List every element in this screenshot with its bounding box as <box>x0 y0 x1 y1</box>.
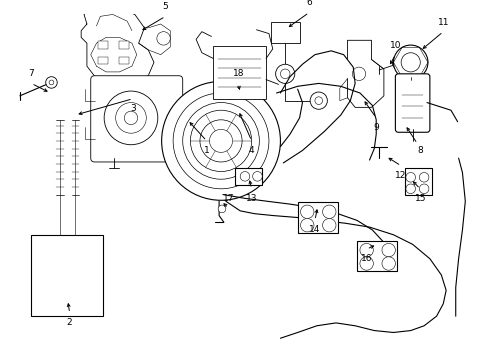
Bar <box>404 168 431 194</box>
Text: 13: 13 <box>245 194 257 203</box>
Circle shape <box>183 103 259 179</box>
Circle shape <box>124 111 138 125</box>
Circle shape <box>351 67 365 81</box>
Text: 6: 6 <box>305 0 311 8</box>
Circle shape <box>322 219 335 232</box>
Bar <box>270 22 299 43</box>
Circle shape <box>359 257 372 270</box>
Text: 5: 5 <box>162 2 168 11</box>
Circle shape <box>419 184 428 194</box>
Circle shape <box>392 58 403 69</box>
Bar <box>119 57 129 64</box>
Circle shape <box>275 64 294 84</box>
Circle shape <box>190 110 251 172</box>
Bar <box>297 202 337 233</box>
Circle shape <box>240 172 249 181</box>
Circle shape <box>162 81 280 200</box>
Text: 16: 16 <box>360 254 372 263</box>
Circle shape <box>400 53 419 72</box>
Text: 11: 11 <box>437 18 448 27</box>
Circle shape <box>116 103 146 133</box>
Text: 12: 12 <box>395 171 406 180</box>
Circle shape <box>280 69 289 78</box>
Text: 10: 10 <box>389 41 400 50</box>
Circle shape <box>209 129 232 152</box>
Bar <box>31 235 103 316</box>
Text: 2: 2 <box>67 318 72 327</box>
Bar <box>213 46 265 99</box>
Circle shape <box>381 243 395 257</box>
Circle shape <box>45 77 57 88</box>
Circle shape <box>405 184 415 194</box>
Circle shape <box>300 219 313 232</box>
Bar <box>119 41 129 49</box>
Circle shape <box>104 91 158 145</box>
Bar <box>235 168 262 185</box>
Text: 4: 4 <box>248 146 254 155</box>
Circle shape <box>309 92 326 109</box>
Circle shape <box>300 205 313 219</box>
Circle shape <box>314 97 322 104</box>
Circle shape <box>381 257 395 270</box>
Text: 8: 8 <box>417 146 422 155</box>
Circle shape <box>218 205 225 213</box>
Text: 1: 1 <box>203 146 209 155</box>
Bar <box>98 57 108 64</box>
Text: 7: 7 <box>28 69 34 78</box>
Bar <box>98 41 108 49</box>
Circle shape <box>173 93 268 189</box>
FancyBboxPatch shape <box>395 74 429 132</box>
Circle shape <box>393 45 427 80</box>
Circle shape <box>157 32 170 45</box>
Circle shape <box>405 172 415 182</box>
Text: 18: 18 <box>232 69 244 78</box>
Circle shape <box>200 120 242 162</box>
Circle shape <box>322 205 335 219</box>
Text: 14: 14 <box>308 225 320 234</box>
Circle shape <box>419 172 428 182</box>
Text: 15: 15 <box>414 194 425 203</box>
Text: 3: 3 <box>130 104 136 113</box>
Circle shape <box>359 243 372 257</box>
Text: 9: 9 <box>372 123 378 132</box>
Circle shape <box>252 172 262 181</box>
Text: 17: 17 <box>223 194 234 203</box>
Circle shape <box>49 80 54 85</box>
Bar <box>356 240 396 271</box>
FancyBboxPatch shape <box>91 76 183 162</box>
